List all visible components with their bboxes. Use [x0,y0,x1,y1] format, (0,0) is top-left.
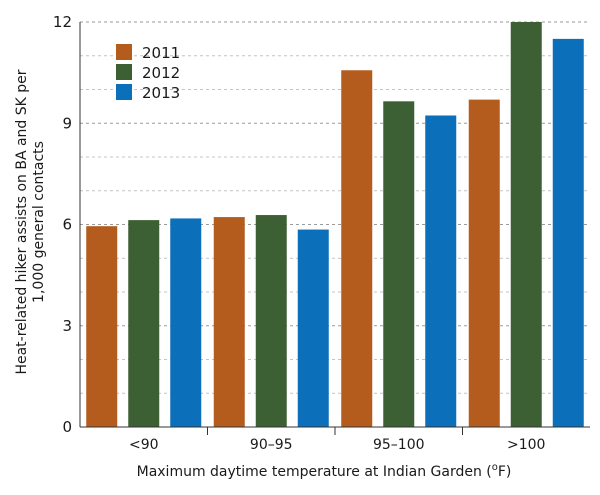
bar-2012-0 [128,220,160,427]
x-axis-label: Maximum daytime temperature at Indian Ga… [137,462,512,480]
legend-swatch-2011 [116,44,132,60]
bar-2011-1 [213,217,245,427]
legend: 2011 2012 2013 [116,44,180,102]
x-axis-label-main: Maximum daytime temperature at Indian Ga… [137,464,492,480]
y-tick-label: 9 [62,114,72,132]
bar-2011-3 [468,99,500,427]
bar-2012-3 [510,22,542,427]
bar-2012-1 [255,215,287,427]
x-ticks: <90 90–95 95–100 >100 [129,427,545,453]
x-tick-label: 95–100 [373,437,425,453]
legend-label-2011: 2011 [142,44,180,62]
y-axis-label-line2: 1,000 general contacts [31,141,47,303]
legend-label-2013: 2013 [142,84,180,102]
legend-swatch-2013 [116,84,132,100]
bar-2011-2 [341,70,373,427]
bars [86,22,584,428]
x-tick-label: <90 [129,437,159,453]
bar-2013-3 [552,38,584,427]
legend-label-2012: 2012 [142,64,180,82]
bar-2012-2 [383,101,415,427]
y-tick-label: 6 [62,216,72,234]
y-ticks: 0 3 6 9 12 [53,13,72,436]
x-tick-label: 90–95 [250,437,293,453]
bar-2013-1 [297,229,329,427]
legend-swatch-2012 [116,64,132,80]
gridlines [80,21,590,394]
x-axis-label-tail: F) [498,464,512,480]
bar-2013-2 [425,115,457,428]
y-axis-label-line1: Heat-related hiker assists on BA and SK … [14,69,30,374]
bar-2011-0 [86,226,118,427]
y-tick-label: 3 [62,317,72,335]
y-tick-label: 0 [62,418,72,436]
bar-2013-0 [170,218,202,427]
y-tick-label: 12 [53,13,72,31]
x-axis-label-superscript: o [492,462,498,473]
x-tick-label: >100 [507,437,545,453]
